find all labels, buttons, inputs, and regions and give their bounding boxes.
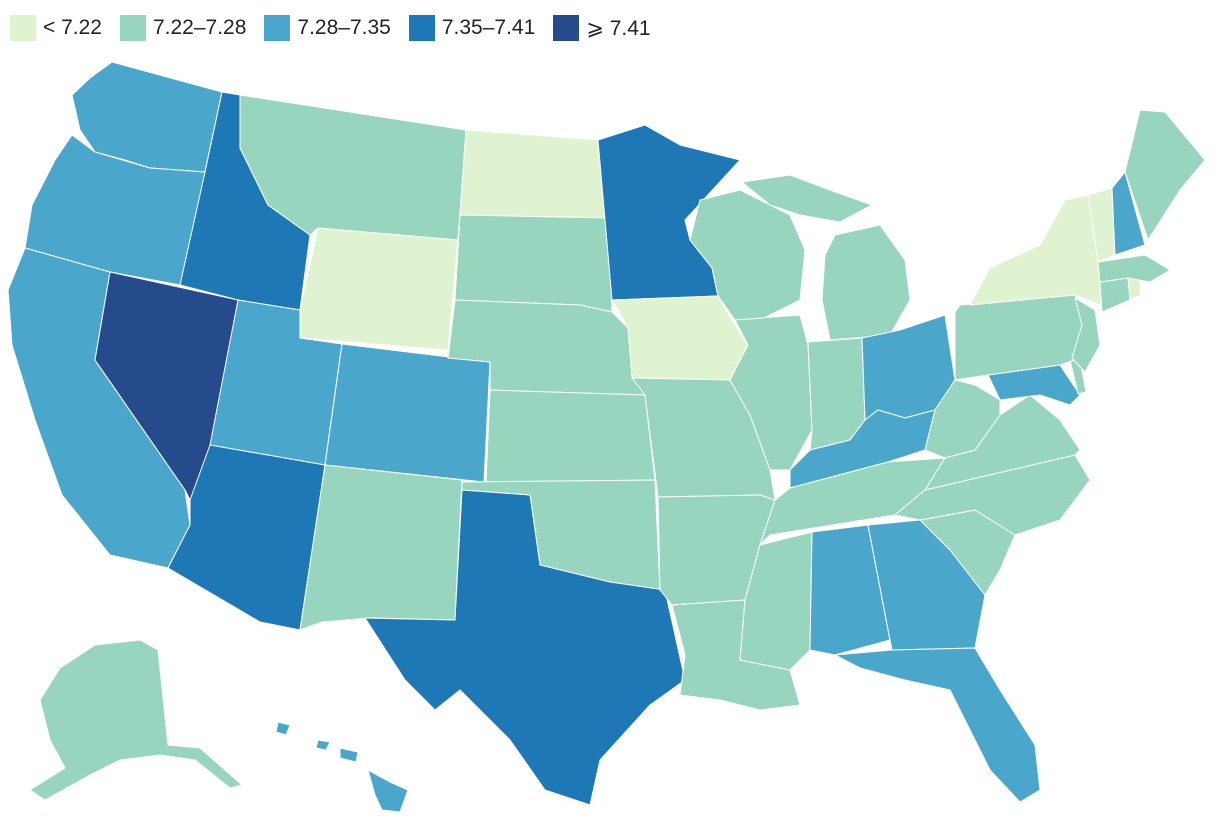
state-new-york[interactable]	[969, 194, 1106, 306]
legend-label-3: 7.28–7.35	[297, 16, 391, 39]
legend-item-2: 7.22–7.28	[119, 15, 247, 41]
state-west-virginia[interactable]	[924, 379, 1001, 459]
legend-item-3: 7.28–7.35	[264, 15, 391, 41]
legend-label-1: < 7.22	[43, 16, 102, 39]
state-new-mexico[interactable]	[299, 464, 463, 631]
state-alaska[interactable]	[29, 639, 243, 801]
legend-swatch-1	[10, 15, 36, 41]
legend-swatch-2	[119, 15, 146, 41]
state-illinois[interactable]	[729, 314, 813, 471]
state-hawaii[interactable]	[367, 769, 409, 813]
state-alabama[interactable]	[809, 524, 891, 656]
legend-label-4: 7.35–7.41	[441, 16, 536, 39]
legend-item-5: ⩾ 7.41	[553, 15, 651, 41]
state-maine[interactable]	[1124, 109, 1206, 241]
state-connecticut[interactable]	[1099, 277, 1131, 313]
state-michigan[interactable]	[821, 224, 911, 341]
state-south-dakota[interactable]	[454, 214, 613, 313]
state-north-dakota[interactable]	[459, 129, 611, 219]
legend-swatch-4	[408, 15, 435, 41]
legend-swatch-3	[264, 15, 291, 41]
legend-item-1: < 7.22	[10, 15, 102, 41]
state-massachusetts[interactable]	[1097, 254, 1171, 283]
state-texas[interactable]	[364, 489, 686, 806]
state-new-jersey[interactable]	[1071, 297, 1101, 373]
legend-label-2: 7.22–7.28	[152, 16, 247, 39]
state-kansas[interactable]	[485, 389, 656, 483]
legend-label-5: ⩾ 7.41	[586, 16, 651, 40]
state-hawaii-islands[interactable]	[275, 721, 359, 763]
map-legend: < 7.22 7.22–7.28 7.28–7.35 7.35–7.41 ⩾ 7…	[10, 12, 669, 44]
legend-swatch-5	[553, 15, 580, 41]
legend-item-4: 7.35–7.41	[408, 15, 536, 41]
state-michigan-upper[interactable]	[741, 174, 873, 223]
state-colorado[interactable]	[324, 343, 491, 483]
state-new-hampshire[interactable]	[1111, 171, 1146, 256]
state-florida[interactable]	[834, 647, 1041, 803]
state-wyoming[interactable]	[299, 227, 459, 351]
state-pennsylvania[interactable]	[954, 294, 1091, 381]
